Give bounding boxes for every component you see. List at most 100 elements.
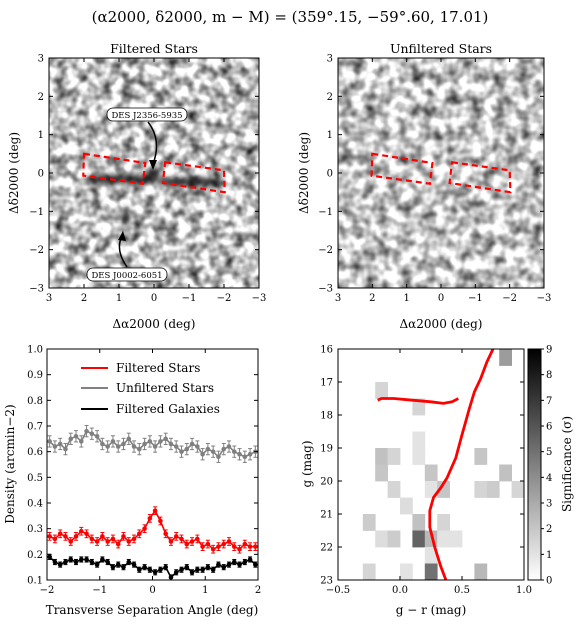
- data-point: [105, 444, 110, 449]
- isochrone-rgb: [428, 349, 495, 580]
- data-point: [189, 441, 195, 447]
- data-point: [142, 526, 147, 531]
- data-point: [195, 444, 200, 449]
- noise-texture: [338, 58, 544, 288]
- data-point: [210, 567, 216, 573]
- panel-title: Filtered Stars: [110, 41, 198, 56]
- data-point: [137, 446, 142, 452]
- y-tick-label: 1: [327, 130, 333, 141]
- data-point: [73, 559, 79, 565]
- x-tick-label: −1: [92, 585, 107, 596]
- series-line: [49, 509, 256, 551]
- data-point: [247, 557, 253, 562]
- data-point: [137, 531, 142, 537]
- stream-boxes: [370, 152, 512, 194]
- colorbar-ticks: 0 1 2 3 4 5 6 7 8 9: [541, 345, 552, 587]
- data-point: [152, 444, 158, 449]
- data-point: [237, 451, 242, 457]
- data-point: [100, 557, 105, 562]
- y-axis-label: Δδ2000 (deg): [297, 132, 311, 214]
- grid-cell: [375, 530, 388, 548]
- y-tick-label: 3: [327, 54, 333, 65]
- data-point: [226, 444, 232, 449]
- y-tick-label: 0.2: [27, 550, 43, 561]
- annotation-arrowhead: [118, 231, 126, 241]
- y-tick-label: 0.8: [27, 396, 43, 407]
- data-point: [57, 531, 63, 537]
- data-point: [63, 534, 68, 539]
- y-tick-label: 23: [320, 576, 333, 587]
- colorbar-tick-label: 7: [546, 396, 552, 407]
- data-point: [158, 567, 163, 573]
- grid-cell: [400, 563, 413, 580]
- x-axis-label: Δα2000 (deg): [400, 317, 483, 331]
- data-point: [221, 564, 227, 570]
- y-tick-label: −3: [29, 284, 44, 295]
- data-point: [253, 544, 258, 549]
- grid-cell: [437, 514, 450, 531]
- x-axis-label: g − r (mag): [396, 603, 467, 617]
- data-point: [195, 536, 200, 542]
- colorbar-tick-label: 2: [546, 524, 552, 535]
- grid-cell: [375, 464, 388, 482]
- data-point: [105, 539, 110, 544]
- x-tick-label: 0: [149, 585, 155, 596]
- data-point: [78, 557, 84, 562]
- data-point: [200, 567, 205, 573]
- data-point: [52, 559, 58, 565]
- data-point: [205, 564, 211, 570]
- data-point: [158, 439, 163, 444]
- data-point: [253, 562, 258, 567]
- data-point: [221, 541, 227, 547]
- data-point: [189, 539, 195, 544]
- data-point: [184, 541, 190, 547]
- x-axis-label: Transverse Separation Angle (deg): [46, 603, 259, 617]
- x-tick-label: 0: [151, 293, 157, 304]
- data-point: [216, 544, 221, 549]
- data-point: [158, 518, 163, 524]
- series-line: [49, 430, 256, 459]
- stream-box: [370, 152, 434, 185]
- x-tick-label: 1: [202, 585, 208, 596]
- data-point: [131, 562, 137, 567]
- y-tick-label: 1: [38, 130, 44, 141]
- data-point: [94, 539, 100, 544]
- data-point: [63, 446, 68, 452]
- data-point: [126, 559, 132, 565]
- axis-ticks: −0.5 0.0 0.5 1.0 16 17 18 19 20 21 22 23: [320, 345, 532, 597]
- data-point: [52, 444, 58, 449]
- data-point: [200, 544, 205, 549]
- x-tick-label: −3: [252, 293, 267, 304]
- data-point: [126, 436, 132, 442]
- y-tick-label: 0.7: [27, 422, 43, 433]
- colorbar-tick-label: 9: [546, 345, 552, 356]
- data-point: [89, 431, 95, 437]
- data-point: [168, 575, 174, 580]
- data-point: [47, 534, 52, 539]
- panel-frame: [337, 348, 525, 581]
- y-tick-label: 0.5: [27, 473, 43, 484]
- stream-box: [82, 152, 147, 185]
- data-point: [242, 559, 248, 565]
- x-tick-label: 0.0: [392, 585, 408, 596]
- figure-supertitle: (α2000, δ2000, m − M) = (359°.15, −59°.6…: [92, 8, 489, 26]
- x-tick-label: −0.5: [326, 585, 350, 596]
- colorbar-tick-label: 0: [546, 576, 552, 587]
- legend-label: Filtered Galaxies: [116, 402, 220, 416]
- x-tick-label: −2: [217, 293, 232, 304]
- x-tick-label: 1.0: [516, 585, 532, 596]
- data-point: [173, 444, 179, 449]
- data-point: [247, 544, 253, 549]
- data-point: [205, 541, 211, 547]
- grid-cell: [437, 530, 450, 548]
- stream-box: [448, 161, 512, 194]
- data-point: [47, 554, 52, 560]
- grid-cell: [412, 514, 426, 531]
- data-point: [179, 536, 184, 542]
- data-point: [152, 570, 158, 575]
- data-point: [226, 539, 232, 544]
- data-point: [84, 531, 89, 537]
